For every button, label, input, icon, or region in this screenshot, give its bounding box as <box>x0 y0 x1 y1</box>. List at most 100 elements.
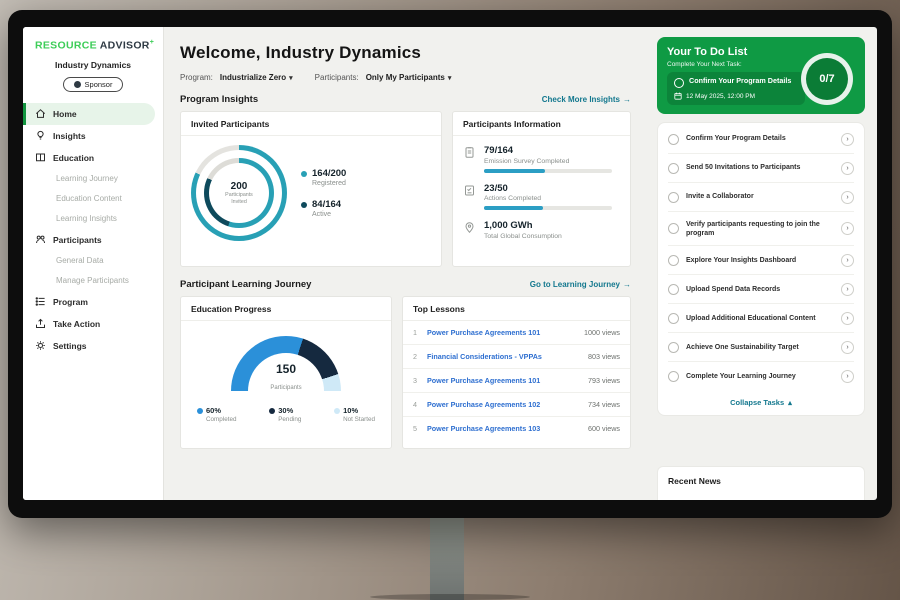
next-task-label: Confirm Your Program Details <box>689 76 792 85</box>
section-title: Participant Learning Journey <box>180 279 312 290</box>
sidebar-item-label: Settings <box>53 340 87 351</box>
chevron-down-icon: ▾ <box>447 74 452 82</box>
sidebar-nav: Home Insights Education Learn <box>23 102 163 357</box>
card-title: Participants Information <box>453 112 630 136</box>
task-checkbox[interactable] <box>668 312 679 324</box>
legend-dot <box>301 170 307 177</box>
go-to-learning-journey-link[interactable]: Go to Learning Journey → <box>529 280 631 289</box>
task-row[interactable]: Upload Spend Data Records › <box>668 275 854 305</box>
todo-progress-ring: 0/7 <box>801 53 853 105</box>
legend-item: 30% Pending <box>269 406 301 423</box>
check-more-insights-link[interactable]: Check More Insights → <box>541 95 631 104</box>
sidebar-item-settings[interactable]: Settings <box>23 335 155 357</box>
home-icon <box>35 108 46 119</box>
recent-news-header[interactable]: Recent News <box>657 466 865 500</box>
sidebar-item-participants[interactable]: Participants <box>23 229 155 251</box>
sidebar-item-program[interactable]: Program <box>23 291 155 313</box>
lesson-link[interactable]: Financial Considerations - VPPAs <box>427 352 542 361</box>
participants-select[interactable]: Only My Participants ▾ <box>365 73 452 82</box>
task-checkbox[interactable] <box>668 370 679 382</box>
chevron-right-icon[interactable]: › <box>841 369 854 383</box>
sidebar-item-take-action[interactable]: Take Action <box>23 313 155 335</box>
chevron-right-icon[interactable]: › <box>841 161 854 175</box>
lesson-link[interactable]: Power Purchase Agreements 101 <box>427 328 541 337</box>
legend-dot <box>269 407 276 414</box>
lesson-row: 1 Power Purchase Agreements 101 1000 vie… <box>403 321 630 345</box>
legend-item: 84/164 Active <box>301 199 346 218</box>
sponsor-icon <box>73 80 81 88</box>
stat-row: 23/50 Actions Completed <box>463 183 620 210</box>
sidebar-item-label: Education <box>53 152 95 163</box>
chevron-right-icon[interactable]: › <box>841 253 854 267</box>
chevron-right-icon[interactable]: › <box>841 282 854 296</box>
task-row[interactable]: Upload Additional Educational Content › <box>668 304 854 334</box>
lesson-link[interactable]: Power Purchase Agreements 101 <box>427 376 541 385</box>
task-checkbox[interactable] <box>668 283 679 295</box>
lesson-link[interactable]: Power Purchase Agreements 102 <box>427 400 541 409</box>
legend-dot <box>197 407 203 414</box>
task-row[interactable]: Confirm Your Program Details › <box>668 125 854 154</box>
sponsor-badge[interactable]: Sponsor <box>62 76 124 92</box>
chevron-right-icon[interactable]: › <box>841 190 854 204</box>
task-checkbox[interactable] <box>668 162 679 174</box>
program-select[interactable]: Industrialize Zero ▾ <box>219 73 293 82</box>
participants-filter-label: Participants: <box>314 73 359 82</box>
chevron-right-icon[interactable]: › <box>841 222 854 236</box>
sidebar-item-label: Take Action <box>53 318 101 329</box>
task-checkbox[interactable] <box>668 223 679 235</box>
lesson-row: 3 Power Purchase Agreements 101 793 view… <box>403 369 630 393</box>
collapse-tasks-link[interactable]: Collapse Tasks ▴ <box>730 398 792 408</box>
sidebar-item-home[interactable]: Home <box>23 102 155 125</box>
task-row[interactable]: Explore Your Insights Dashboard › <box>668 246 854 276</box>
calendar-icon <box>674 92 682 100</box>
sidebar-item-label: Home <box>53 108 77 119</box>
task-checkbox[interactable] <box>668 191 679 203</box>
task-row[interactable]: Complete Your Learning Journey › <box>668 362 854 390</box>
upload-arrow-icon <box>35 318 46 329</box>
invited-participants-card: Invited Participants 200 Participants In… <box>180 111 442 267</box>
task-row[interactable]: Verify participants requesting to join t… <box>668 212 854 247</box>
list-icon <box>35 296 46 307</box>
sidebar-item-education-content[interactable]: Education Content <box>56 194 122 203</box>
sidebar-item-learning-insights[interactable]: Learning Insights <box>56 214 117 223</box>
stand-shadow <box>370 594 530 600</box>
stat-row: 79/164 Emission Survey Completed <box>463 145 620 173</box>
donut-center: 200 Participants Invited <box>209 163 269 223</box>
monitor-bezel: RESOURCE ADVISOR+ Industry Dynamics Spon… <box>8 10 892 518</box>
chevron-right-icon[interactable]: › <box>841 340 854 354</box>
book-icon <box>35 152 46 163</box>
sidebar-item-label: Participants <box>53 234 102 245</box>
card-title: Top Lessons <box>403 297 630 321</box>
filter-bar: Program: Industrialize Zero ▾ Participan… <box>180 73 631 82</box>
dashboard-screen: RESOURCE ADVISOR+ Industry Dynamics Spon… <box>23 27 877 500</box>
task-row[interactable]: Achieve One Sustainability Target › <box>668 333 854 363</box>
arrow-right-icon: → <box>623 280 631 289</box>
next-task-subcard: Confirm Your Program Details 12 May 2025… <box>667 72 805 105</box>
education-progress-card: Education Progress 150 Participants <box>180 296 392 449</box>
task-checkbox[interactable] <box>668 341 679 353</box>
caret-up-icon: ▴ <box>788 398 792 408</box>
sidebar-item-education[interactable]: Education <box>23 147 155 169</box>
sidebar-item-insights[interactable]: Insights <box>23 125 155 147</box>
chevron-right-icon[interactable]: › <box>841 132 854 146</box>
legend-item: 164/200 Registered <box>301 168 346 187</box>
program-insights-header: Program Insights Check More Insights → <box>180 94 631 105</box>
task-checkbox[interactable] <box>668 133 679 145</box>
legend-dot <box>301 201 307 208</box>
sidebar-item-learning-journey[interactable]: Learning Journey <box>56 174 118 183</box>
sidebar-item-manage-participants[interactable]: Manage Participants <box>56 276 129 285</box>
progress-bar <box>484 206 612 210</box>
sidebar-item-general-data[interactable]: General Data <box>56 256 104 265</box>
task-checkbox[interactable] <box>668 254 679 266</box>
top-lessons-card: Top Lessons 1 Power Purchase Agreements … <box>402 296 631 449</box>
card-title: Education Progress <box>181 297 391 321</box>
sponsor-label: Sponsor <box>84 79 113 89</box>
task-row[interactable]: Send 50 Invitations to Participants › <box>668 154 854 183</box>
chevron-down-icon: ▾ <box>289 74 293 82</box>
next-task-checkbox[interactable] <box>674 78 684 88</box>
lesson-link[interactable]: Power Purchase Agreements 103 <box>427 424 541 433</box>
task-row[interactable]: Invite a Collaborator › <box>668 183 854 212</box>
chevron-right-icon[interactable]: › <box>841 311 854 325</box>
legend-item: 60% Completed <box>197 406 236 423</box>
